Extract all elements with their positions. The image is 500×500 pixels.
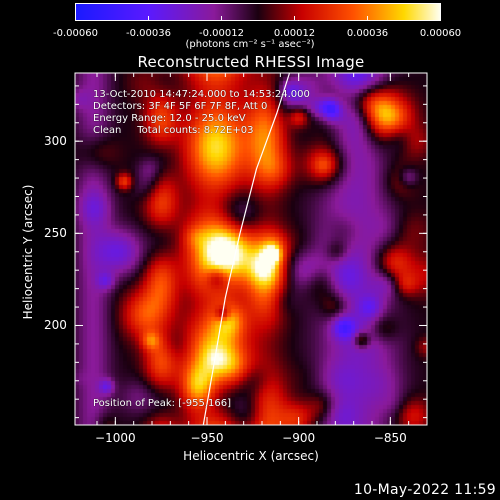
y-tick-label: 250	[44, 226, 67, 241]
info-peak-position: Position of Peak: [-955,166]	[93, 398, 231, 409]
colorbar-tick-label: -0.00036	[126, 28, 171, 39]
x-tick-label: −1000	[95, 431, 136, 445]
colorbar-tick-label: 0.00036	[346, 28, 389, 39]
colorbar-tick-label: -0.00012	[199, 28, 244, 39]
colorbar-tick-label: 0.00012	[273, 28, 316, 39]
footer-date: 10-May-2022 11:59	[353, 482, 496, 498]
heatmap-image	[75, 73, 427, 425]
info-clean-counts: Clean Total counts: 8.72E+03	[93, 125, 254, 136]
info-time-range: 13-Oct-2010 14:47:24.000 to 14:53:24.000	[93, 89, 310, 100]
info-energy-range: Energy Range: 12.0 - 25.0 keV	[93, 113, 246, 124]
colorbar-tick-label: 0.00060	[419, 28, 462, 39]
y-tick-label: 200	[44, 318, 67, 333]
solar-limb-line	[202, 72, 291, 426]
info-detectors: Detectors: 3F 4F 5F 6F 7F 8F, Att 0	[93, 101, 268, 112]
x-tick-label: −900	[282, 431, 316, 445]
plot-frame	[74, 72, 428, 426]
y-tick-label: 300	[44, 134, 67, 149]
colorbar-unit-label: (photons cm⁻² s⁻¹ asec⁻²)	[185, 39, 315, 50]
colorbar-ticks	[75, 16, 441, 21]
axis-ticks	[75, 73, 428, 425]
colorbar-tick-label: -0.00060	[53, 28, 98, 39]
x-axis-label: Heliocentric X (arcsec)	[183, 449, 319, 463]
chart-title: Reconstructed RHESSI Image	[137, 53, 365, 71]
x-tick-label: −950	[190, 431, 224, 445]
y-axis-label: Heliocentric Y (arcsec)	[21, 184, 35, 320]
x-tick-label: −850	[373, 431, 407, 445]
colorbar	[75, 3, 441, 21]
